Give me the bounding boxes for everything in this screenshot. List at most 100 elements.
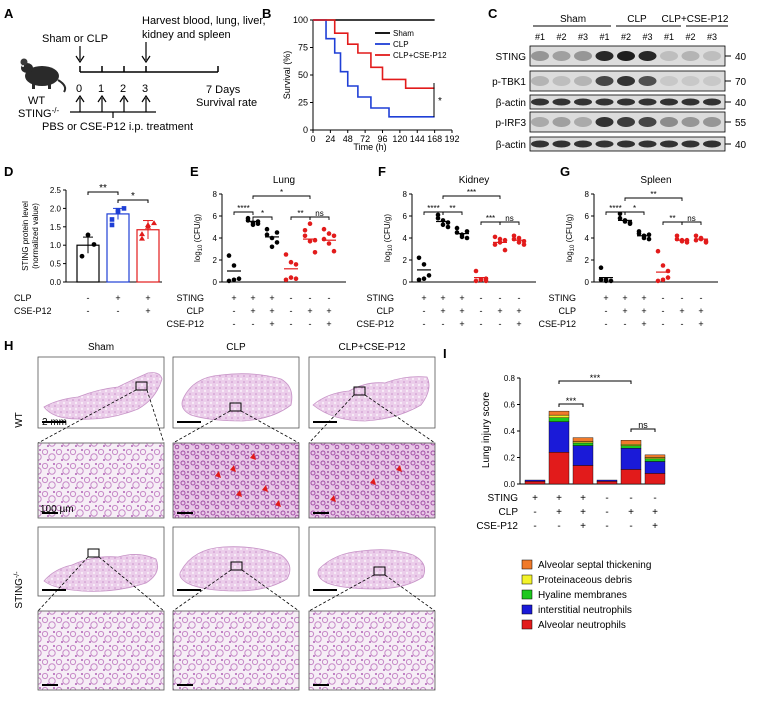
legend-label: Proteinaceous debris (538, 575, 632, 586)
data-point (703, 240, 709, 245)
lane-label: #2 (556, 32, 566, 42)
col-label-sham: Sham (88, 342, 114, 353)
sig-label: *** (590, 373, 601, 383)
legend-label: interstitial neutrophils (538, 605, 632, 616)
data-point (226, 253, 232, 258)
row-label-wt: WT (14, 412, 25, 428)
sig-label: * (633, 204, 636, 213)
day-3: 3 (142, 83, 148, 95)
row-label: STING (548, 293, 576, 303)
panel-h-histology: Sham CLP CLP+CSE-P12 WT STING-/- 2 mm 100 µm (14, 342, 436, 691)
blot-band (574, 51, 592, 61)
blot-row-label: β-actin (496, 98, 526, 109)
panel-letter-d: D (4, 164, 13, 179)
blot-band (660, 140, 678, 148)
bar-segment (548, 410, 570, 416)
zoom-box (135, 381, 148, 391)
data-point (445, 224, 451, 230)
chart-title: Kidney (459, 175, 490, 186)
data-point (617, 211, 623, 217)
row-value: - (499, 319, 502, 329)
data-point (416, 255, 422, 261)
y-tick-label: 25 (298, 98, 308, 108)
y-tick-label: 8 (403, 190, 408, 199)
data-point (307, 221, 313, 226)
zoom-line (364, 394, 436, 444)
y-tick-label: 0.4 (504, 427, 516, 436)
data-point (115, 209, 121, 215)
blot-band (660, 117, 678, 127)
data-point (264, 232, 270, 237)
row-value: - (605, 507, 608, 518)
y-axis-label: STING protein level (21, 201, 30, 271)
micrograph (308, 610, 436, 691)
blot-band (617, 117, 635, 127)
sig-star: * (131, 191, 135, 202)
legend-label: Alveolar septal thickening (538, 560, 651, 571)
data-point (264, 226, 270, 232)
data-point (440, 222, 446, 228)
row-value: - (87, 293, 90, 303)
data-point (421, 276, 427, 282)
group-clp-csep12: CLP+CSE-P12 (662, 14, 729, 25)
data-point (151, 220, 157, 226)
panel-letter-h: H (4, 338, 13, 353)
row-value: + (652, 521, 658, 532)
lung-section (181, 373, 293, 422)
lane-label: #3 (642, 32, 652, 42)
bar-segment (596, 481, 618, 485)
blot-band (660, 51, 678, 61)
blot-band (638, 117, 657, 127)
data-point (473, 278, 479, 284)
data-point (464, 229, 470, 234)
survival-rate: Survival rate (196, 97, 257, 109)
arrow-head-0 (75, 55, 85, 64)
row-value: - (629, 521, 632, 532)
sig-bracket (252, 216, 273, 220)
sig-label: ** (650, 190, 656, 199)
data-point (312, 250, 318, 255)
micrograph (172, 610, 300, 691)
row-value: - (605, 306, 608, 316)
row-value: - (662, 306, 665, 316)
row-value: - (533, 521, 536, 532)
row-value: - (605, 521, 608, 532)
row-label: CSE-P12 (14, 306, 52, 316)
row-value: + (269, 319, 274, 329)
zoom-line (384, 574, 436, 612)
sig-label: ns (638, 420, 648, 430)
row-value: - (662, 319, 665, 329)
blot-band (681, 76, 700, 86)
row-value: - (662, 293, 665, 303)
row-value: - (605, 493, 608, 504)
y-axis-label: log10 (CFU/g) (565, 214, 576, 262)
bar-segment (548, 452, 570, 485)
y-tick-label: 8 (213, 190, 218, 199)
data-point (231, 263, 237, 268)
data-point (121, 206, 127, 211)
row-value: - (480, 293, 483, 303)
lung-section (43, 554, 159, 592)
row-value: - (480, 306, 483, 316)
row-value: + (516, 306, 521, 316)
sig-label: **** (609, 204, 621, 213)
panel-letter-i: I (443, 346, 447, 361)
data-point (483, 278, 489, 284)
row-value: - (328, 293, 331, 303)
row-value: - (290, 306, 293, 316)
sig-label: *** (467, 188, 476, 197)
row-value: - (290, 319, 293, 329)
blot-band (681, 117, 700, 127)
row-value: + (497, 306, 502, 316)
sig-label: ** (297, 209, 303, 218)
neutrophil-marker (236, 490, 242, 497)
bar-segment (596, 479, 618, 482)
x-axis-label: Time (h) (353, 142, 386, 152)
row-value: + (603, 293, 608, 303)
sig-bracket (233, 211, 254, 215)
sig-label: ns (315, 209, 323, 218)
row-value: - (309, 319, 312, 329)
panel-letter-c: C (488, 6, 498, 21)
